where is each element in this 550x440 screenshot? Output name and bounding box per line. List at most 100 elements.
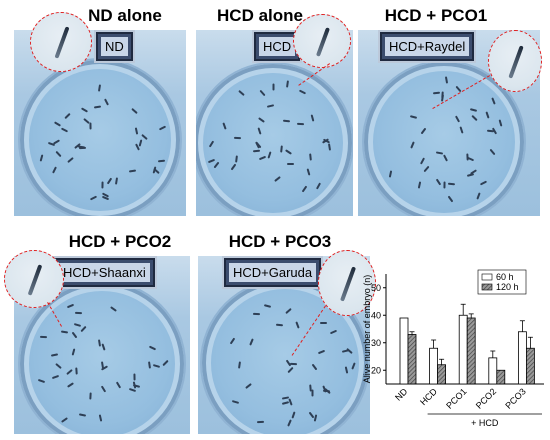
zebrafish-larva	[72, 348, 76, 356]
zebrafish-larva	[133, 373, 136, 381]
zebrafish-larva	[221, 122, 227, 130]
panel-title: HCD alone	[217, 6, 303, 25]
bar-120h	[466, 317, 476, 385]
magnified-larva	[339, 265, 357, 302]
zebrafish-larva	[489, 148, 496, 156]
zebrafish-larva	[315, 182, 321, 190]
x-tick-label: PCO1	[444, 386, 468, 410]
zebrafish-larva	[106, 177, 113, 185]
zebrafish-larva	[485, 111, 490, 119]
bar-120h	[437, 364, 446, 385]
zebrafish-larva	[73, 322, 81, 327]
zebrafish-larva	[420, 127, 427, 135]
zebrafish-larva	[267, 150, 272, 159]
magnified-larva-inset	[488, 30, 542, 92]
zebrafish-larva	[237, 89, 245, 96]
zebrafish-larva	[329, 329, 337, 335]
zebrafish-larva	[290, 411, 296, 419]
zebrafish-larva	[441, 91, 444, 99]
x-tick-label: PCO2	[474, 386, 498, 410]
zebrafish-larva	[466, 172, 474, 177]
zebrafish-larva	[417, 181, 421, 189]
legend-label: 120 h	[496, 282, 519, 292]
zebrafish-larva	[229, 337, 235, 345]
zebrafish-larva	[75, 367, 78, 375]
zebrafish-larva	[444, 75, 448, 84]
zebrafish-larva	[322, 389, 330, 392]
zebrafish-larva	[286, 418, 292, 427]
zebrafish-larva	[50, 353, 58, 357]
zebrafish-larva	[258, 117, 266, 123]
zebrafish-larva	[65, 369, 73, 376]
panel-title: HCD + PCO2	[68, 232, 172, 251]
bar-60h	[399, 317, 409, 385]
zebrafish-larva	[423, 165, 430, 173]
dish-photo: ND	[14, 30, 186, 216]
zebrafish-larva	[274, 176, 282, 183]
zebrafish-larva	[60, 127, 68, 133]
zebrafish-larva	[89, 392, 92, 400]
zebrafish-larva	[447, 182, 455, 185]
bar-60h	[517, 331, 527, 385]
zebrafish-larva	[298, 89, 307, 95]
zebrafish-larva	[252, 312, 260, 316]
petri-dish	[196, 64, 352, 216]
zebrafish-larva	[442, 154, 448, 162]
petri-dish	[20, 282, 184, 434]
bar-60h	[429, 347, 438, 385]
magnified-larva-inset	[293, 14, 351, 68]
zebrafish-larva	[138, 139, 142, 147]
condition-label: HCD+Shaanxi	[54, 258, 155, 287]
zebrafish-larva	[287, 162, 295, 165]
petri-dish	[364, 62, 524, 216]
zebrafish-larva	[208, 140, 215, 148]
zebrafish-larva	[63, 112, 71, 119]
magnified-larva-inset	[30, 12, 92, 72]
zebrafish-larva	[409, 115, 417, 119]
zebrafish-larva	[51, 374, 59, 380]
zebrafish-larva	[234, 136, 242, 139]
condition-label: HCD+Raydel	[380, 32, 475, 61]
zebrafish-larva	[344, 366, 349, 375]
zebrafish-larva	[272, 83, 275, 90]
y-tick-label: 30	[371, 338, 381, 348]
zebrafish-larva	[459, 126, 464, 135]
magnified-larva	[27, 264, 43, 296]
zebrafish-larva	[40, 336, 48, 339]
y-tick-label: 20	[371, 365, 381, 375]
zebrafish-larva	[410, 140, 416, 149]
zebrafish-larva	[231, 163, 237, 171]
zebrafish-larva	[313, 414, 317, 422]
zebrafish-larva	[78, 147, 86, 150]
zebrafish-larva	[98, 414, 103, 422]
zebrafish-larva	[319, 321, 327, 325]
zebrafish-larva	[258, 155, 266, 161]
panel-title: ND alone	[88, 6, 162, 25]
zebrafish-larva	[498, 119, 503, 127]
zebrafish-larva	[432, 91, 440, 95]
zebrafish-larva	[280, 145, 284, 153]
legend-swatch	[481, 273, 493, 281]
zebrafish-larva	[346, 347, 353, 355]
zebrafish-larva	[235, 155, 238, 163]
zebrafish-larva	[208, 158, 216, 163]
zebrafish-larva	[161, 359, 169, 367]
zebrafish-larva	[109, 306, 117, 313]
zebrafish-larva	[455, 115, 461, 123]
zebrafish-larva	[388, 170, 393, 178]
zebrafish-larva	[114, 177, 118, 185]
magnified-larva	[54, 26, 70, 59]
x-tick-label: HCD	[418, 386, 439, 407]
zebrafish-larva	[79, 412, 87, 417]
magnified-larva-inset	[4, 250, 64, 308]
zebrafish-larva	[37, 378, 45, 383]
zebrafish-larva	[148, 346, 156, 351]
bar-60h	[488, 357, 498, 385]
zebrafish-larva	[490, 97, 496, 105]
zebrafish-larva	[231, 400, 239, 405]
zebrafish-larva	[296, 122, 304, 125]
y-tick-label: 40	[371, 310, 381, 320]
survival-bar-chart: 20 30 40 50 Alive number of embryo (n) ND HCD P…	[362, 262, 550, 440]
zebrafish-larva	[103, 98, 109, 106]
zebrafish-larva	[71, 331, 78, 339]
